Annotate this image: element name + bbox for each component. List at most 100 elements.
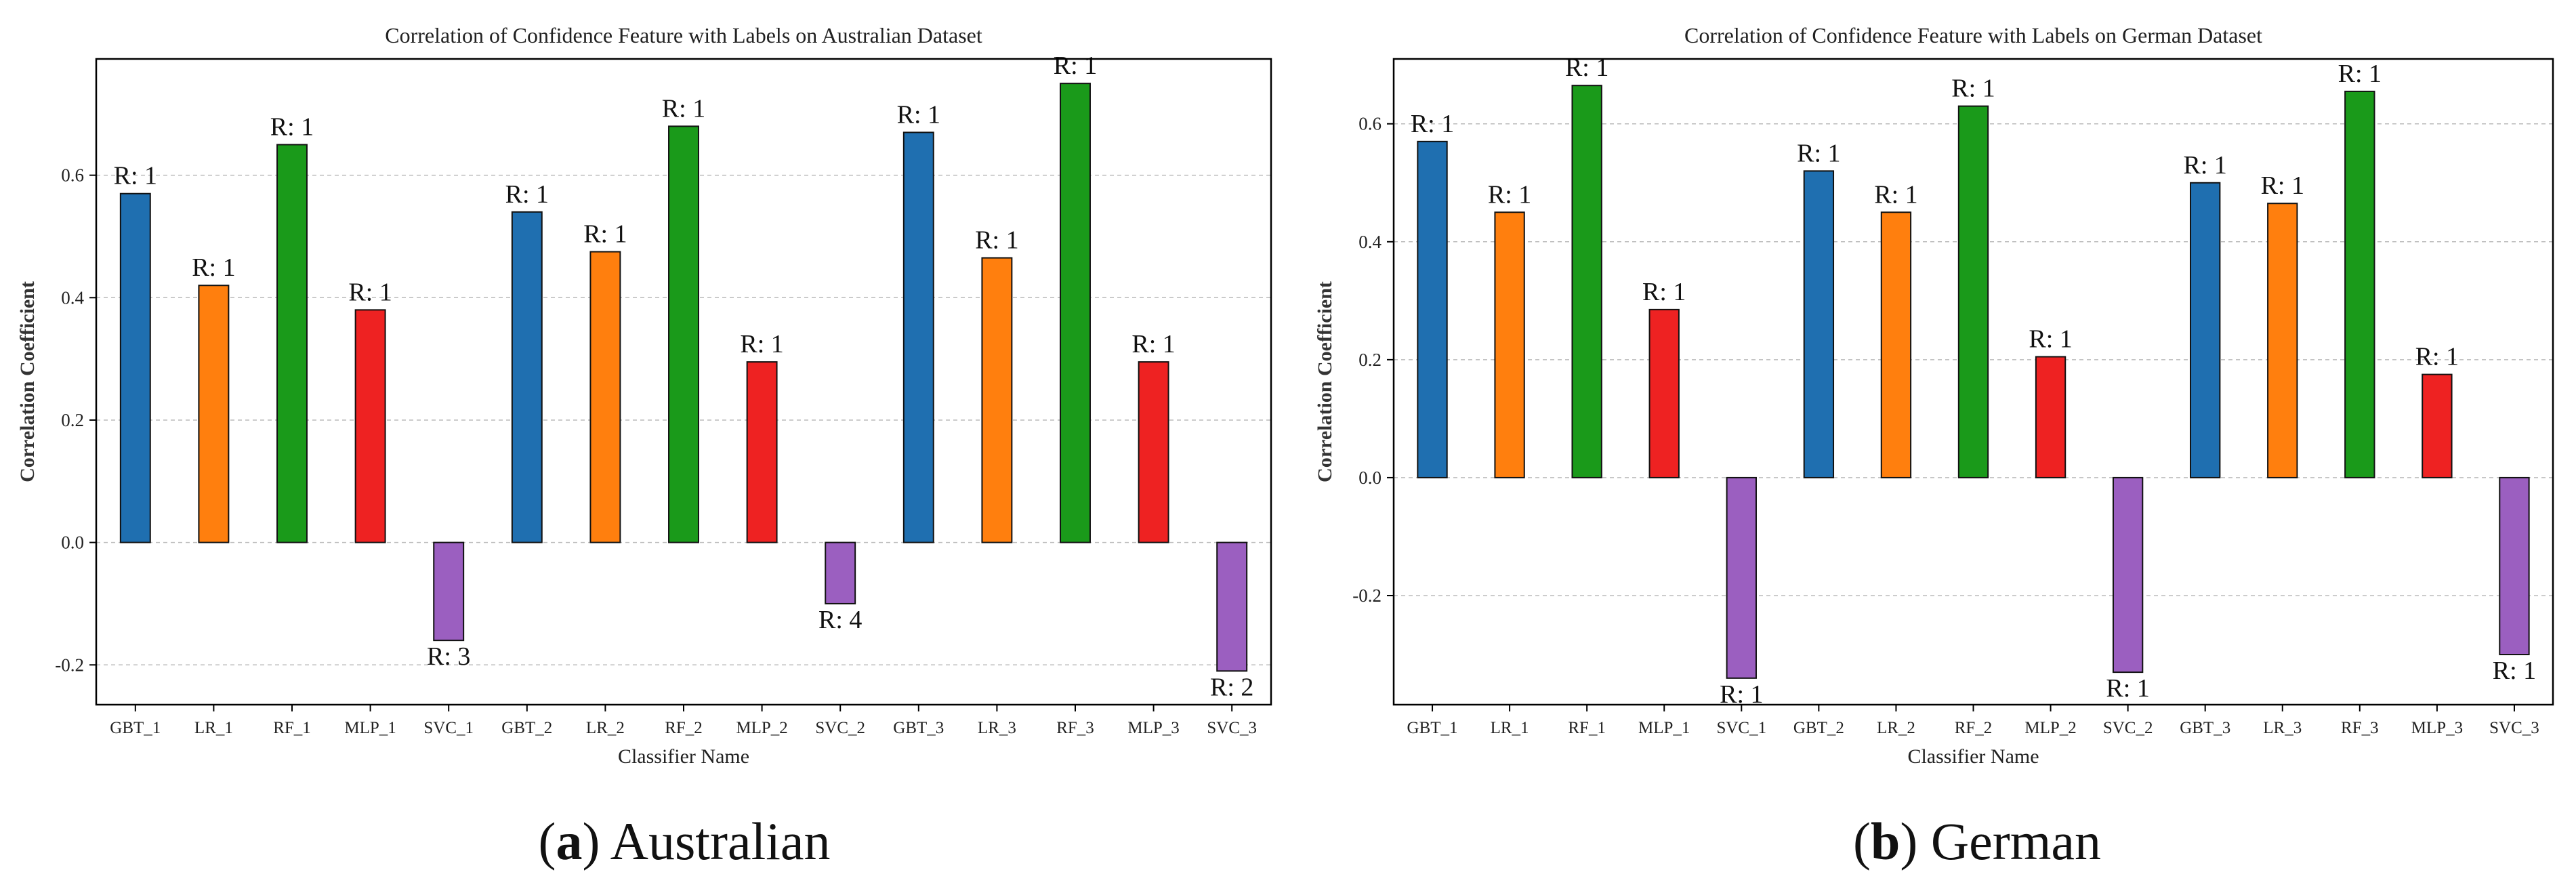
data-label: R: 1: [2493, 657, 2536, 685]
data-label: R: 1: [2183, 151, 2226, 180]
x-tick-label: GBT_3: [2180, 719, 2230, 737]
bar: [354, 309, 386, 543]
data-label: R: 3: [427, 642, 470, 671]
chart-title: Correlation of Confidence Feature with L…: [385, 23, 982, 47]
bar: [1216, 541, 1248, 672]
bar: [1138, 361, 1169, 543]
bar: [825, 541, 856, 604]
bar: [668, 125, 699, 543]
caption-letter: a: [556, 812, 582, 871]
x-axis-label: Classifier Name: [1907, 745, 2039, 768]
x-tick-label: MLP_2: [736, 719, 787, 737]
caption-letter: b: [1871, 812, 1900, 871]
bar: [433, 541, 465, 642]
data-label: R: 1: [270, 112, 314, 141]
data-label: R: 1: [348, 278, 392, 306]
plot-frame: [1392, 58, 2554, 706]
caption-paren-open: (: [1853, 812, 1871, 871]
y-tick-label: 0.2: [1358, 350, 1382, 370]
y-tick-label: 0.0: [1358, 468, 1382, 488]
y-tick-label: 0.4: [61, 287, 84, 308]
bar: [981, 257, 1013, 543]
bar: [1494, 211, 1525, 478]
chart-title: Correlation of Confidence Feature with L…: [1684, 23, 2262, 47]
caption-paren-close: ): [582, 812, 600, 871]
data-label: R: 1: [2029, 325, 2072, 354]
y-tick-label: 0.0: [61, 533, 84, 553]
y-tick-label: -0.2: [55, 655, 84, 675]
bar: [1417, 140, 1448, 478]
x-tick-label: SVC_2: [2103, 719, 2153, 737]
data-label: R: 1: [1131, 330, 1175, 358]
data-label: R: 1: [1054, 51, 1097, 80]
subfigure-caption: (b) German: [1853, 812, 2101, 871]
data-label: R: 1: [1642, 278, 1686, 306]
data-label: R: 1: [192, 253, 235, 282]
data-label: R: 1: [1488, 180, 1531, 209]
bar: [1880, 211, 1912, 478]
x-tick-label: SVC_1: [1716, 719, 1766, 737]
bar: [1571, 85, 1602, 478]
y-tick-label: 0.2: [61, 410, 84, 430]
bar: [1803, 170, 1835, 478]
x-tick-label: GBT_1: [110, 719, 161, 737]
x-tick-label: GBT_2: [1793, 719, 1844, 737]
x-tick-label: MLP_3: [2411, 719, 2463, 737]
x-tick-label: RF_3: [2341, 719, 2379, 737]
x-tick-label: SVC_3: [1207, 719, 1257, 737]
bar: [2112, 476, 2144, 674]
x-tick-label: LR_3: [2263, 719, 2302, 737]
x-tick-label: RF_2: [665, 719, 703, 737]
x-tick-label: RF_3: [1056, 719, 1094, 737]
data-label: R: 1: [662, 94, 705, 123]
x-tick-label: RF_2: [1955, 719, 1993, 737]
data-label: R: 1: [1411, 110, 1454, 138]
data-label: R: 1: [1951, 75, 1995, 103]
y-tick-label: 0.6: [1358, 114, 1382, 134]
caption-paren-close: ): [1900, 812, 1917, 871]
bar: [2344, 90, 2375, 478]
bar: [511, 211, 543, 543]
x-tick-label: RF_1: [273, 719, 311, 737]
x-tick-label: LR_3: [978, 719, 1016, 737]
data-label: R: 1: [740, 330, 783, 358]
data-label: R: 1: [2261, 171, 2304, 200]
chart-panel-australian: -0.2 0.0 0.2 0.4 0.6 R: 1 GBT_1 R: 1 LR_1 R: 1 RF_…: [16, 23, 1272, 871]
bar: [1060, 83, 1091, 543]
x-tick-label: GBT_1: [1407, 719, 1458, 737]
bar: [2499, 476, 2530, 656]
data-label: R: 1: [975, 226, 1018, 255]
y-axis-label: Correlation Coefficient: [1314, 281, 1336, 482]
data-label: R: 1: [583, 220, 627, 249]
data-label: R: 1: [1565, 54, 1608, 82]
x-tick-label: GBT_3: [893, 719, 944, 737]
bar: [2267, 203, 2298, 478]
bar: [2035, 356, 2066, 478]
x-tick-label: SVC_3: [2489, 719, 2539, 737]
data-label: R: 1: [897, 100, 940, 129]
data-label: R: 1: [114, 162, 157, 190]
bar: [119, 192, 151, 543]
bar: [746, 361, 778, 543]
bar: [1726, 476, 1757, 679]
subfigure-caption: (a) Australian: [538, 812, 830, 871]
x-tick-label: SVC_1: [423, 719, 474, 737]
x-tick-label: LR_2: [1877, 719, 1915, 737]
x-tick-label: MLP_1: [1638, 719, 1690, 737]
bar: [1957, 105, 1989, 478]
data-label: R: 1: [2415, 343, 2459, 371]
bar: [2422, 373, 2453, 478]
data-label: R: 1: [2338, 60, 2382, 88]
x-tick-label: LR_1: [194, 719, 233, 737]
data-label: R: 4: [818, 606, 862, 634]
x-tick-label: MLP_2: [2024, 719, 2076, 737]
data-label: R: 1: [2106, 674, 2149, 703]
x-tick-label: SVC_2: [815, 719, 865, 737]
data-label: R: 2: [1210, 673, 1253, 701]
x-axis-label: Classifier Name: [618, 745, 749, 768]
caption-paren-open: (: [538, 812, 556, 871]
data-label: R: 1: [1797, 139, 1840, 167]
x-tick-label: LR_2: [586, 719, 625, 737]
bar: [902, 131, 934, 543]
